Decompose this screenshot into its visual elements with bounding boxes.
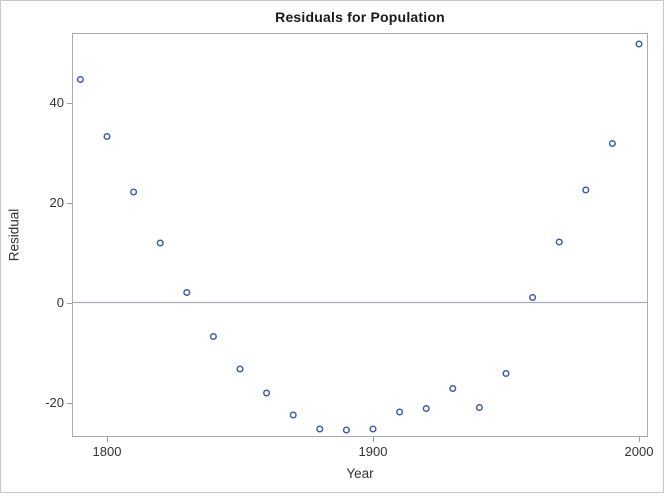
data-point [422,404,430,413]
data-point [449,384,457,393]
x-tick-label: 1800 [92,444,122,459]
data-point [608,139,616,148]
y-axis-tick [67,303,72,304]
plot-area [72,33,648,437]
data-point [582,186,590,194]
y-axis-tick [67,403,72,404]
data-point [263,389,271,397]
x-tick-label: 2000 [624,444,654,459]
data-point [635,40,643,48]
data-point [156,239,164,247]
data-point [502,369,510,378]
x-axis-tick [639,437,640,442]
data-point [369,425,377,433]
y-tick-label: 20 [49,195,64,210]
data-point [475,403,483,412]
y-axis-label: Residual [6,208,22,262]
scatter-plot-svg [73,40,647,434]
data-point [555,238,563,246]
data-point [396,408,404,416]
data-point [209,332,217,341]
data-point [130,188,138,196]
x-tick-label: 1900 [358,444,388,459]
data-point [236,365,244,373]
y-tick-label: 40 [49,95,64,110]
data-point [529,293,537,302]
x-axis-tick [373,437,374,442]
chart-title: Residuals for Population [275,9,445,25]
x-axis-label: Year [346,466,374,481]
data-point [289,411,297,419]
y-tick-label: -20 [45,395,64,410]
x-axis-tick [107,437,108,442]
y-axis-tick [67,103,72,104]
y-tick-label: 0 [56,295,64,310]
data-point [103,132,111,141]
data-point [316,425,324,433]
y-axis-tick [67,203,72,204]
data-point [183,288,191,297]
data-point [76,75,84,84]
data-point [342,426,350,434]
